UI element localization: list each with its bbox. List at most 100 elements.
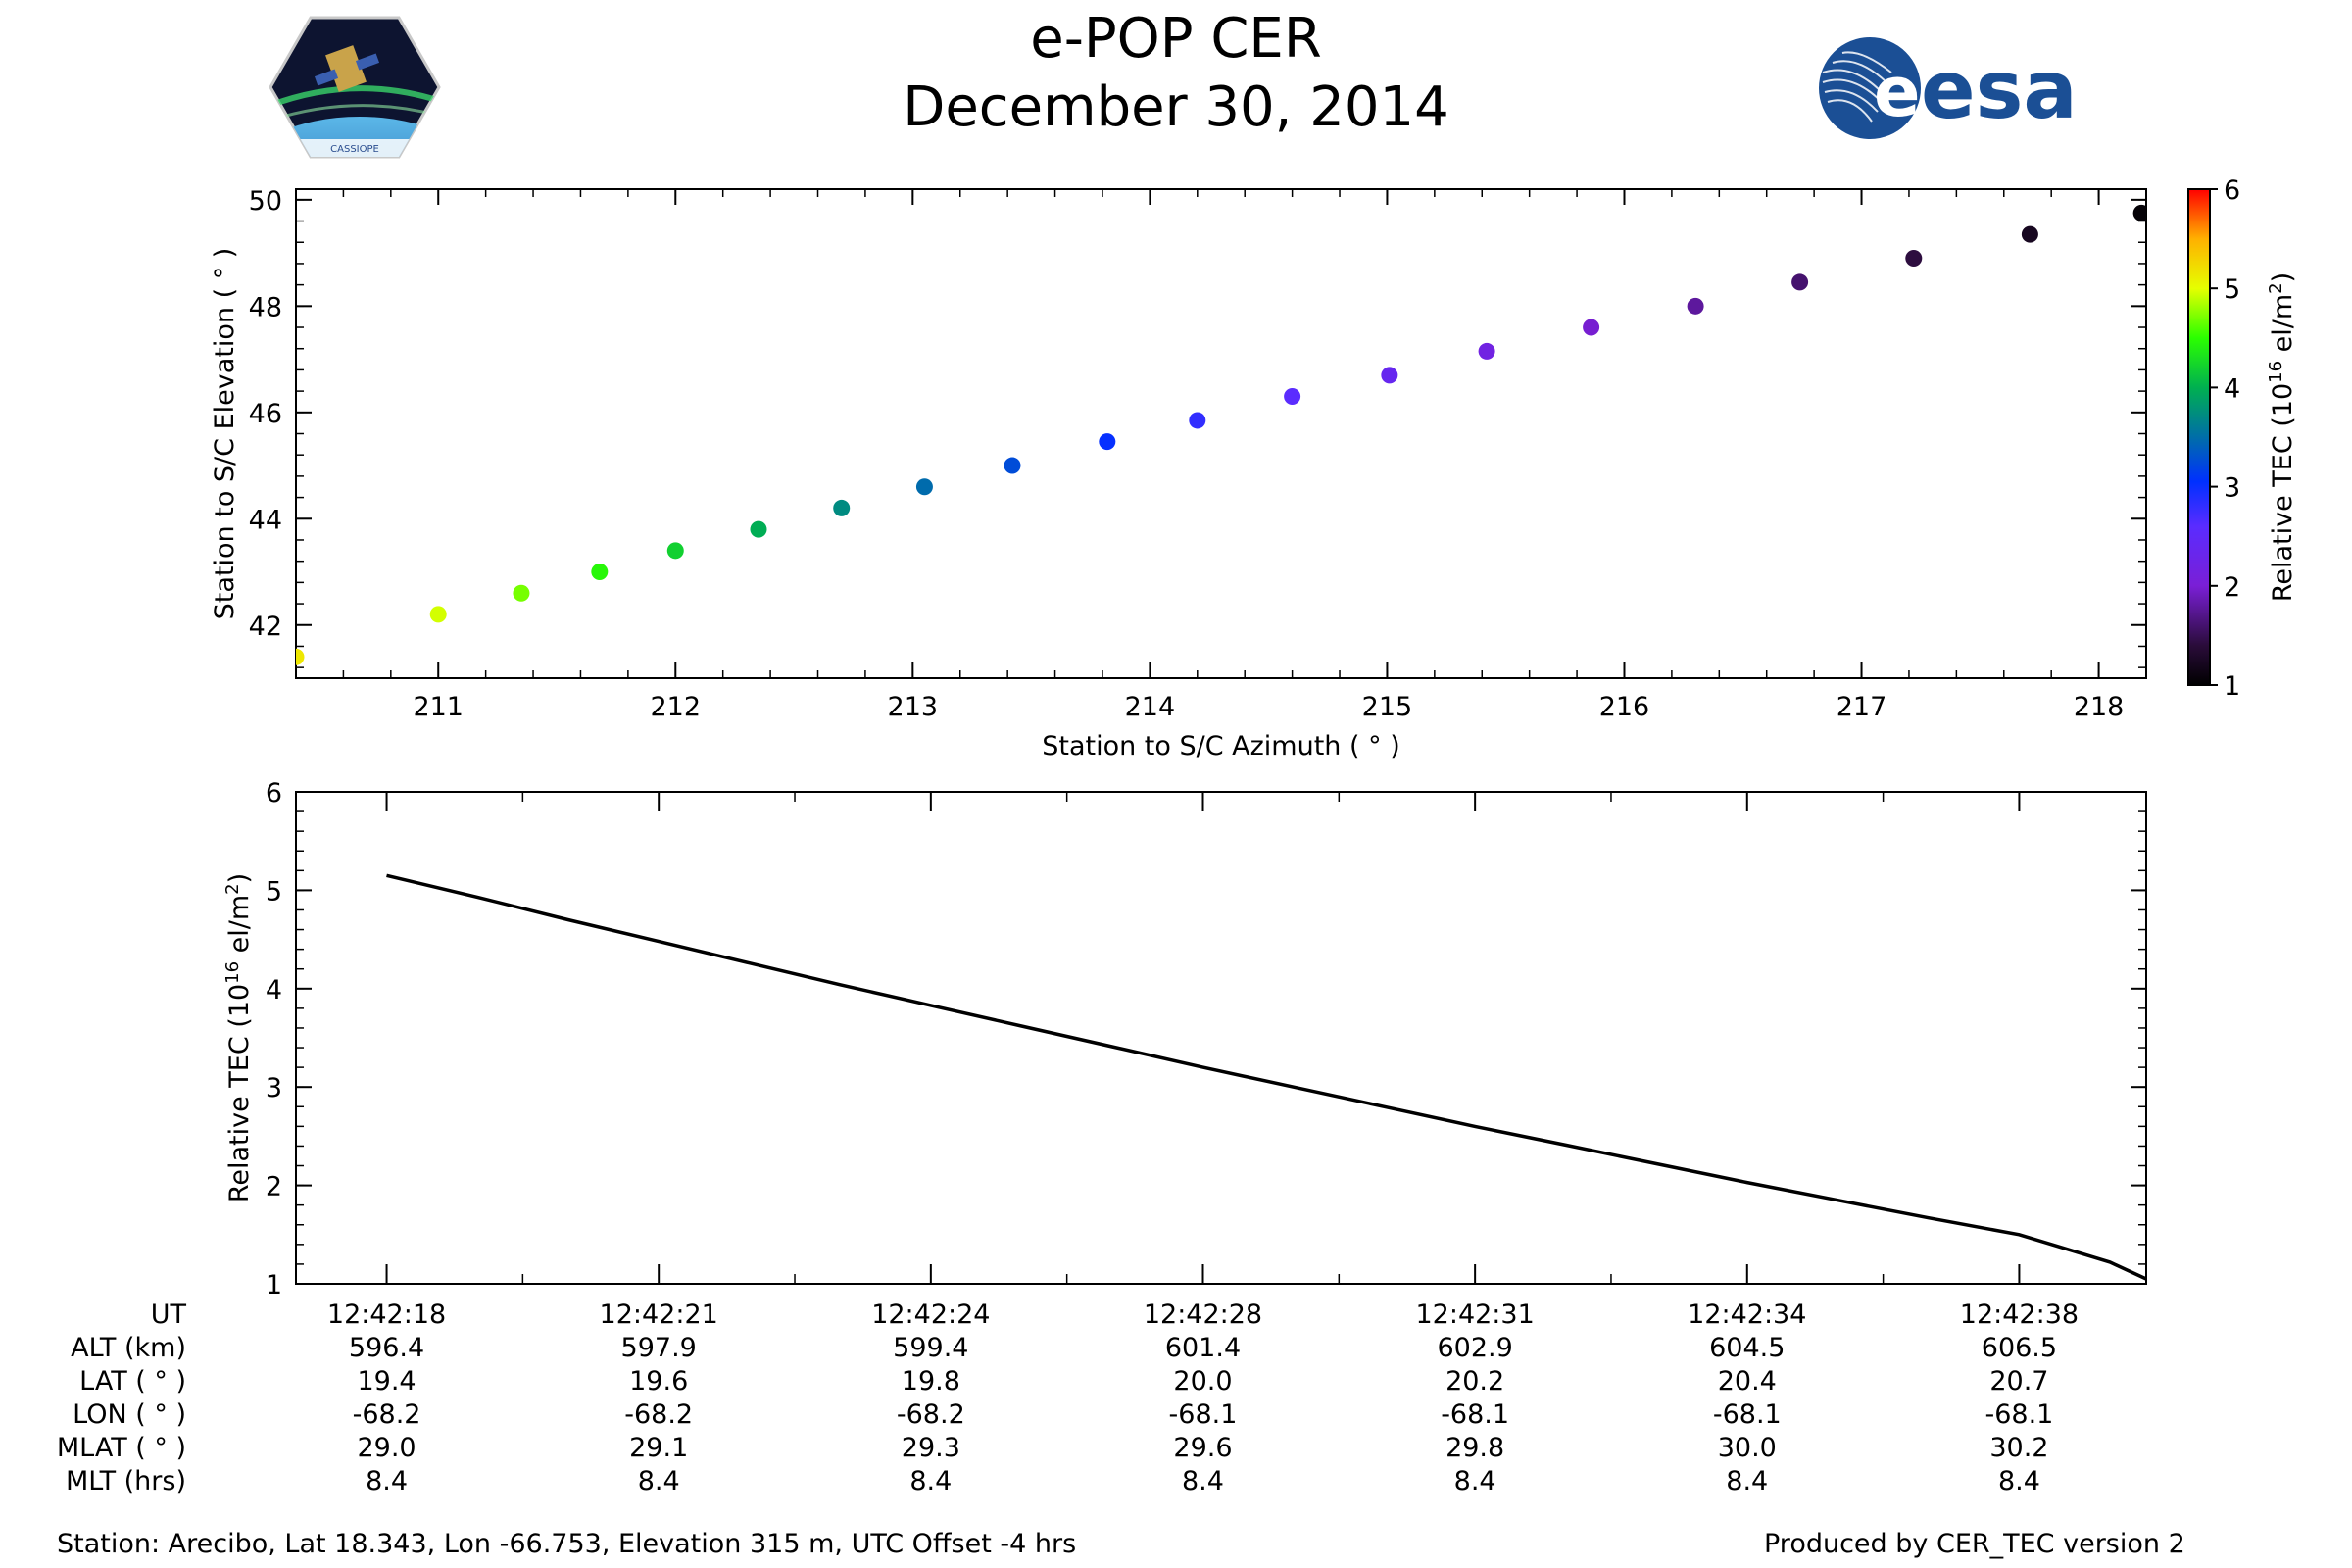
stats-row-label: LON ( ° ) <box>73 1399 186 1430</box>
stats-cell: 604.5 <box>1709 1333 1786 1363</box>
scatter-point <box>429 606 447 623</box>
scatter-frame <box>295 188 2147 679</box>
scatter-point <box>1189 412 1206 429</box>
scatter-point <box>1583 318 1600 336</box>
stats-cell: 30.0 <box>1717 1433 1777 1463</box>
y-tick-label: 6 <box>266 778 282 808</box>
esa-wordmark: esa <box>1921 44 2078 137</box>
colorbar-tick-label: 5 <box>2224 274 2240 305</box>
stats-cell: 12:42:31 <box>1415 1299 1535 1330</box>
stats-cell: 606.5 <box>1981 1333 2058 1363</box>
stats-cell: 596.4 <box>348 1333 425 1363</box>
svg-text:e: e <box>1874 52 1920 132</box>
scatter-point <box>1478 342 1495 360</box>
esa-logo-icon: e esa <box>1819 37 2078 139</box>
stats-cell: 20.4 <box>1717 1366 1777 1396</box>
stats-cell: 20.0 <box>1173 1366 1233 1396</box>
tec-line <box>386 873 2147 1281</box>
x-tick-label: 211 <box>413 692 464 722</box>
stats-cell: -68.2 <box>624 1399 694 1430</box>
y-tick-label: 44 <box>249 505 282 535</box>
scatter-point <box>750 520 767 538</box>
x-tick-label: 218 <box>2074 692 2125 722</box>
y-tick-label: 48 <box>249 292 282 322</box>
x-tick-label: 217 <box>1837 692 1887 722</box>
colorbar-gradient <box>2187 188 2211 686</box>
colorbar-tick-label: 6 <box>2224 175 2240 206</box>
stats-cell: 30.2 <box>1989 1433 2049 1463</box>
scatter-point <box>666 542 684 560</box>
stats-cell: 29.0 <box>357 1433 416 1463</box>
scatter-point <box>1905 250 1923 268</box>
scatter-point <box>296 648 305 665</box>
y-tick-label: 5 <box>266 876 282 906</box>
y-tick-label: 46 <box>249 399 282 429</box>
colorbar-tick-label: 4 <box>2224 373 2240 404</box>
stats-cell: 19.6 <box>629 1366 689 1396</box>
x-tick-label: 216 <box>1599 692 1650 722</box>
scatter-point <box>1687 297 1704 315</box>
scatter-point <box>833 499 851 516</box>
chart-title: e-POP CER <box>1030 7 1322 71</box>
stats-cell: 20.7 <box>1989 1366 2049 1396</box>
stats-cell: 20.2 <box>1446 1366 1505 1396</box>
stats-cell: 29.1 <box>629 1433 689 1463</box>
stats-cell: -68.1 <box>1441 1399 1510 1430</box>
stats-cell: -68.2 <box>896 1399 965 1430</box>
y-tick-label: 1 <box>266 1270 282 1300</box>
station-info: Station: Arecibo, Lat 18.343, Lon -66.75… <box>57 1529 1077 1559</box>
scatter-point <box>1004 457 1021 474</box>
stats-cell: 29.8 <box>1446 1433 1505 1463</box>
stats-cell: 8.4 <box>637 1466 680 1496</box>
line-frame <box>295 791 2147 1285</box>
stats-cell: 599.4 <box>893 1333 969 1363</box>
stats-cell: 601.4 <box>1164 1333 1242 1363</box>
x-tick-label: 213 <box>888 692 939 722</box>
stats-cell: 12:42:38 <box>1959 1299 2080 1330</box>
x-tick-label: 214 <box>1125 692 1176 722</box>
scatter-point <box>1381 367 1398 384</box>
stats-cell: 12:42:18 <box>326 1299 447 1330</box>
line-axes: 1 2 3 4 5 6 Relative TEC (1016 el/m2) <box>222 778 2147 1300</box>
y-tick-label: 42 <box>249 612 282 642</box>
cassiope-logo-icon: CASSIOPE <box>269 16 441 159</box>
colorbar-tick-label: 1 <box>2224 671 2240 702</box>
stats-cell: 8.4 <box>1182 1466 1224 1496</box>
stats-cell: 602.9 <box>1437 1333 1513 1363</box>
stats-cell: 8.4 <box>1453 1466 1496 1496</box>
x-axis-label: Station to S/C Azimuth ( ° ) <box>1042 731 1400 761</box>
stats-cell: 8.4 <box>1997 1466 2040 1496</box>
scatter-point <box>513 584 530 602</box>
y-tick-label: 50 <box>249 186 282 217</box>
stats-row-label: MLAT ( ° ) <box>56 1433 186 1463</box>
cassiope-label: CASSIOPE <box>330 144 379 155</box>
y-tick-label: 3 <box>266 1073 282 1103</box>
stats-cell: 12:42:28 <box>1143 1299 1263 1330</box>
stats-row-label: UT <box>150 1299 186 1330</box>
scatter-point <box>915 478 933 496</box>
x-tick-label: 212 <box>651 692 702 722</box>
scatter-point <box>2132 204 2146 221</box>
stats-cell: 8.4 <box>909 1466 953 1496</box>
scatter-point <box>1791 273 1809 291</box>
stats-cell: -68.1 <box>1168 1399 1238 1430</box>
stats-cell: 8.4 <box>366 1466 409 1496</box>
stats-cell: 12:42:24 <box>871 1299 991 1330</box>
chart-date: December 30, 2014 <box>903 75 1449 139</box>
colorbar-tick-label: 3 <box>2224 473 2240 504</box>
stats-row-label: ALT (km) <box>71 1333 186 1363</box>
scatter-point <box>1099 433 1116 451</box>
y-axis-label: Station to S/C Elevation ( ° ) <box>210 248 240 620</box>
x-tick-label: 215 <box>1362 692 1413 722</box>
stats-cell: 29.3 <box>901 1433 960 1463</box>
stats-cell: 12:42:21 <box>599 1299 718 1330</box>
stats-cell: 29.6 <box>1173 1433 1233 1463</box>
scatter-point <box>2021 225 2038 243</box>
scatter-point <box>591 564 609 581</box>
stats-row-label: LAT ( ° ) <box>79 1366 186 1396</box>
stats-cell: 8.4 <box>1726 1466 1769 1496</box>
stats-cell: 12:42:34 <box>1688 1299 1807 1330</box>
stats-cell: -68.2 <box>352 1399 421 1430</box>
y-axis-label: Relative TEC (1016 el/m2) <box>222 873 255 1202</box>
